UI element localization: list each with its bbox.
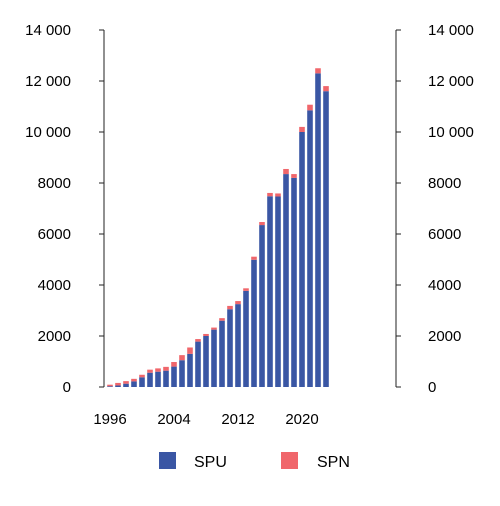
x-tick-label: 2004 [157,411,190,428]
bar-spu-20 [267,196,273,387]
bar-spn-13 [211,327,217,330]
bar-spu-3 [131,381,137,387]
left-tick-label: 14 000 [25,22,71,39]
right-tick-label: 4000 [428,277,461,294]
bar-spu-14 [219,320,225,387]
bar-spn-17 [243,288,249,291]
bars [107,68,329,388]
bar-spu-24 [299,132,305,387]
right-tick-label: 2000 [428,328,461,345]
right-tick-label: 12 000 [428,73,474,90]
legend-swatch-spu [159,452,176,469]
x-tick-label: 2012 [221,411,254,428]
left-tick-label: 0 [63,379,71,396]
bar-spn-18 [251,256,257,260]
bar-spn-4 [139,374,145,378]
x-axis-ticks: 1996 2004 2012 2020 [93,411,318,428]
bar-spu-13 [211,329,217,388]
bar-spu-2 [123,383,129,387]
legend-label-spu: SPU [194,454,227,471]
bar-spn-10 [187,347,193,354]
bar-spn-25 [307,104,313,111]
bar-spn-20 [267,192,273,197]
left-tick-label: 12 000 [25,73,71,90]
axes [103,30,397,387]
bar-spn-3 [131,378,137,382]
bar-spn-24 [299,126,305,132]
left-tick-label: 6000 [38,226,71,243]
bar-spn-9 [179,355,185,361]
bar-spn-2 [123,381,129,384]
bar-spn-27 [323,86,329,92]
legend: SPU SPN [159,452,350,471]
bar-spn-1 [115,382,121,386]
bar-spu-27 [323,91,329,387]
bar-spu-12 [203,336,209,387]
bar-spu-25 [307,110,313,387]
bar-spn-12 [203,333,209,336]
bar-spu-23 [291,177,297,387]
bar-spn-6 [155,368,161,372]
left-tick-label: 2000 [38,328,71,345]
bar-spu-8 [171,366,177,387]
bar-spn-11 [195,339,201,342]
right-tick-label: 6000 [428,226,461,243]
x-tick-label: 1996 [93,411,126,428]
bar-spu-10 [187,353,193,387]
left-tick-label: 10 000 [25,124,71,141]
bar-spn-0 [107,384,113,387]
right-tick-label: 10 000 [428,124,474,141]
bar-spu-19 [259,225,265,387]
bar-spn-21 [275,193,281,197]
bar-spn-5 [147,369,153,373]
left-tick-label: 4000 [38,277,71,294]
bar-spu-26 [315,73,321,387]
bar-spn-16 [235,301,241,305]
bar-spu-16 [235,304,241,388]
bar-spu-22 [283,174,289,387]
left-y-axis-ticks: 0 2000 4000 6000 8000 10 000 12 000 14 000 [25,22,104,396]
left-tick-label: 8000 [38,175,71,192]
bar-spn-26 [315,68,321,74]
bar-spu-7 [163,370,169,387]
bar-spn-7 [163,366,169,371]
bar-spu-11 [195,341,201,387]
legend-swatch-spn [281,452,298,469]
right-tick-label: 14 000 [428,22,474,39]
bar-spn-22 [283,168,289,175]
bar-spn-23 [291,174,297,178]
bar-spu-9 [179,360,185,387]
bar-spu-0 [107,386,113,387]
bar-spu-15 [227,309,233,387]
bar-spu-5 [147,372,153,387]
bar-spu-18 [251,259,257,387]
bar-spn-14 [219,318,225,321]
legend-label-spn: SPN [317,454,350,471]
right-tick-label: 0 [428,379,436,396]
bar-spu-21 [275,196,281,387]
bar-spu-17 [243,290,249,387]
bar-spu-4 [139,377,145,387]
bar-spu-6 [155,371,161,387]
bar-spn-19 [259,222,265,226]
bar-spn-8 [171,362,177,367]
x-tick-label: 2020 [285,411,318,428]
bar-spu-1 [115,385,121,387]
right-y-axis-ticks: 0 2000 4000 6000 8000 10 000 12 000 14 000 [396,22,474,396]
bar-spn-15 [227,305,233,310]
right-tick-label: 8000 [428,175,461,192]
